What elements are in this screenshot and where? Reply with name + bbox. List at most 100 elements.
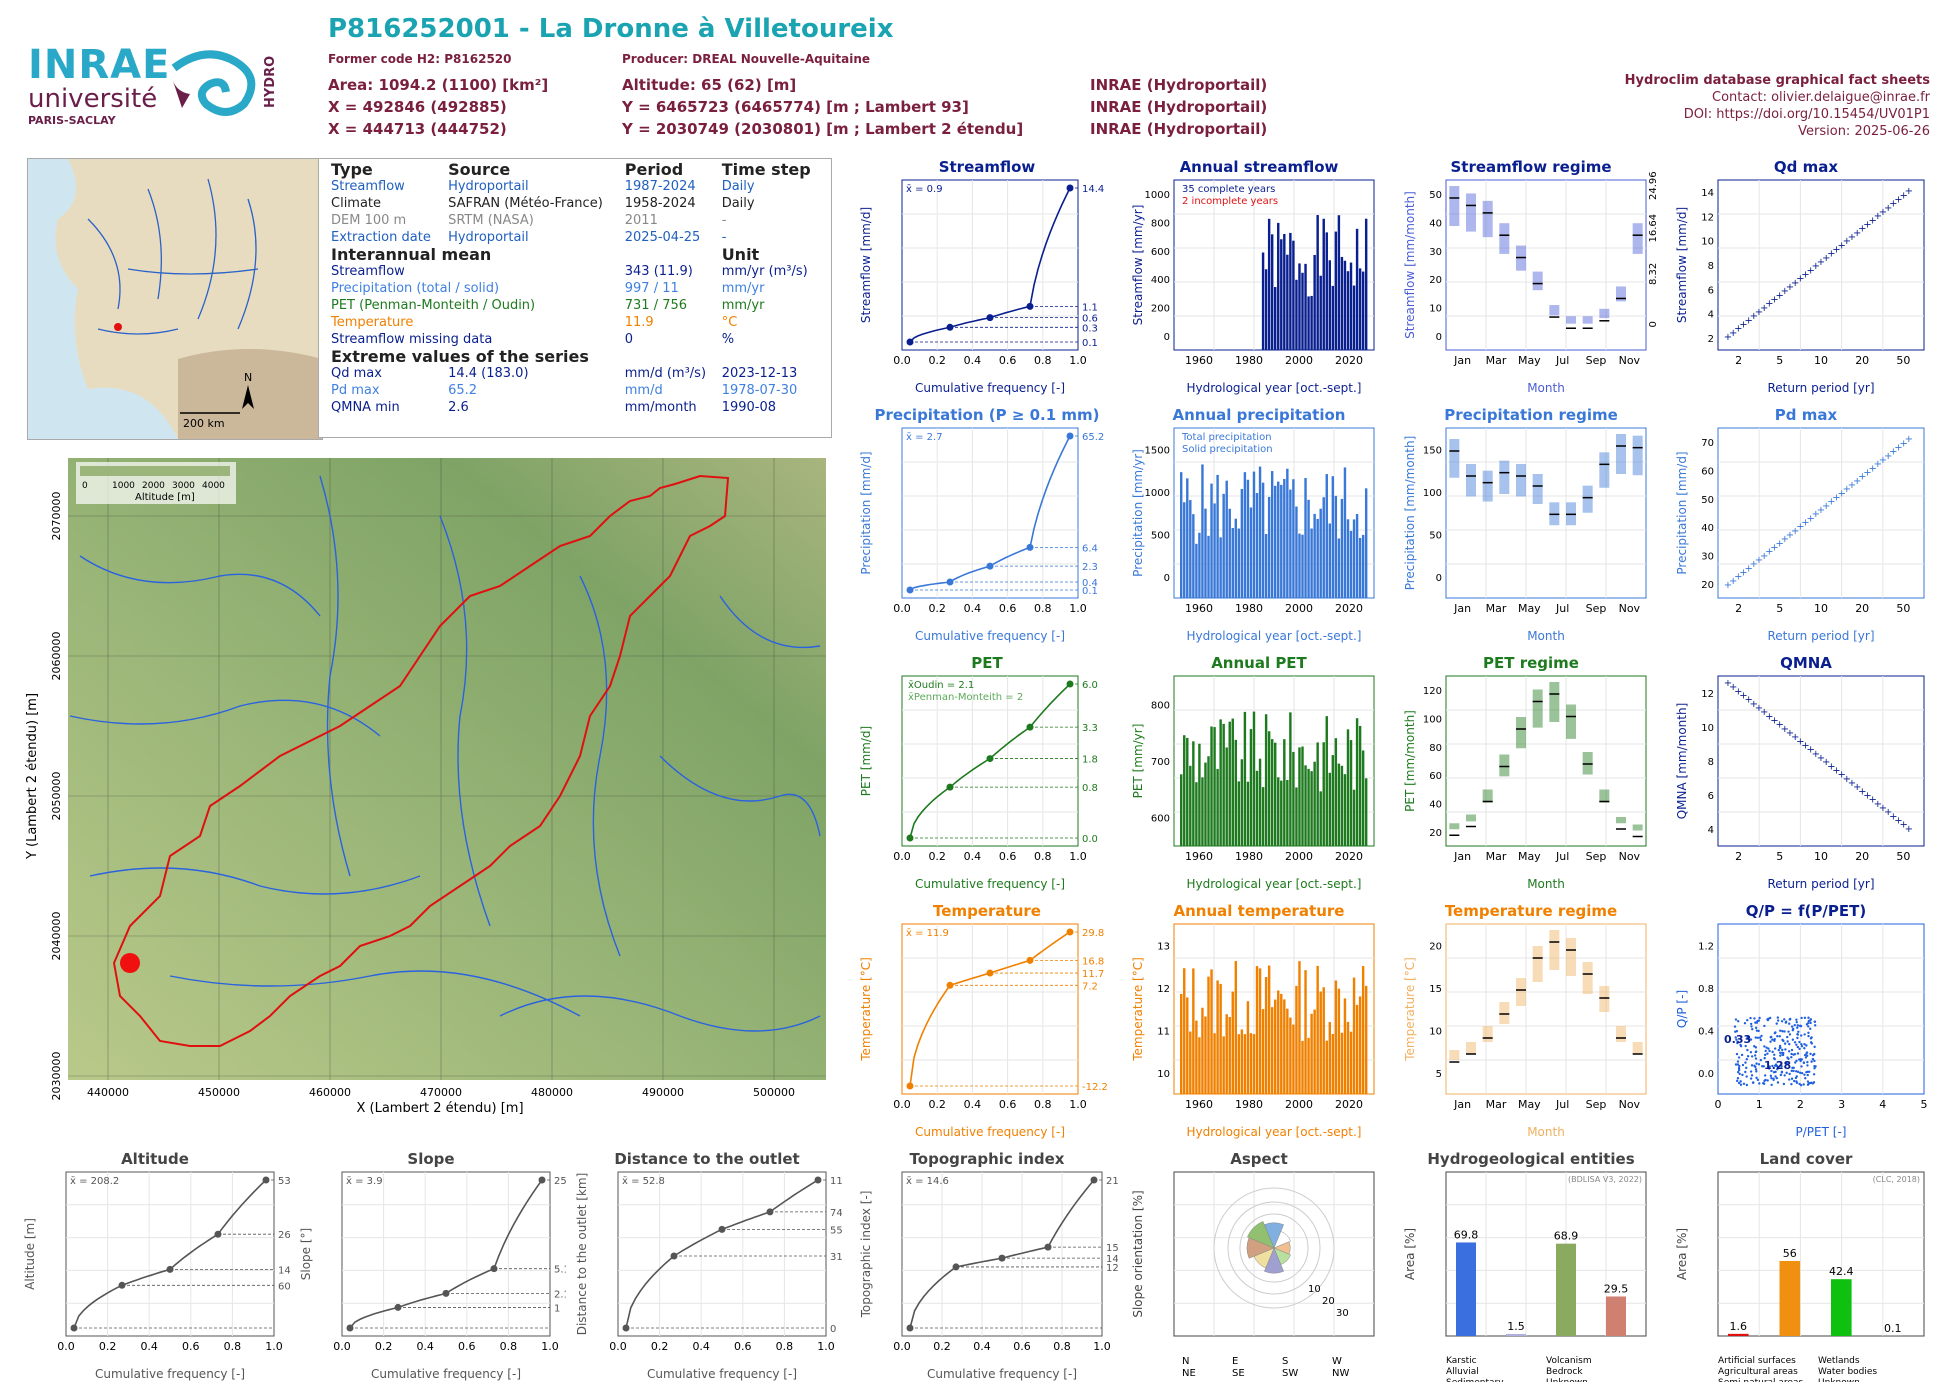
annual-bar — [1249, 1033, 1253, 1094]
scatter-point: + — [1858, 224, 1866, 235]
x-tick-label: 0.2 — [375, 1340, 393, 1353]
regime-box — [1599, 452, 1610, 488]
scatter-point — [1804, 1077, 1807, 1080]
x-tick-label: 1980 — [1235, 354, 1263, 367]
plot-frame — [901, 179, 1079, 351]
annual-bar — [1340, 765, 1344, 846]
annual-bar — [1325, 232, 1328, 350]
annual-bar — [1180, 472, 1183, 598]
scatter-point: + — [1744, 563, 1752, 574]
cell: Hydroportail — [448, 230, 529, 245]
right-tick-label: 55 — [830, 1225, 842, 1236]
chart-panel-18: Distance to the outlet Cumulative frequen… — [572, 1148, 849, 1382]
scatter-point — [1753, 1064, 1756, 1068]
plot-frame — [1445, 923, 1647, 1095]
scatter-point: + — [1755, 555, 1763, 566]
scatter-point — [1773, 1064, 1777, 1067]
scatter-point: + — [1858, 786, 1866, 797]
annual-bar — [1277, 481, 1280, 598]
scatter-point — [1788, 1033, 1792, 1036]
y-tick-label: 100 — [1423, 715, 1442, 726]
chart-svg: Temperature regime Month Temperature [°C] J… — [1403, 902, 1647, 1139]
annual-bar — [1331, 285, 1335, 350]
scatter-point — [1790, 1048, 1794, 1052]
scatter-point — [1785, 1071, 1788, 1075]
x-tick-label: 5 — [1776, 602, 1783, 615]
river-path — [169, 970, 581, 1017]
right-tick-label: 6.0 — [1082, 680, 1098, 691]
map-legend-tick: 1000 — [112, 481, 135, 491]
scatter-point: + — [1863, 791, 1871, 802]
scatter-point — [1766, 1079, 1769, 1082]
scatter-point — [1812, 1081, 1816, 1084]
scatter-point — [1806, 1083, 1810, 1086]
annual-bar — [1331, 755, 1335, 846]
x-axis-label: Hydrological year [oct.-sept.] — [1187, 877, 1362, 891]
scatter-point — [1776, 1016, 1780, 1019]
regime-box — [1599, 986, 1610, 1012]
scatter-point — [1779, 1029, 1782, 1032]
x-tick-label: Jan — [1453, 850, 1471, 863]
chart-title: Streamflow regime — [1450, 158, 1611, 176]
annual-bar — [1234, 518, 1238, 598]
legend-entry: Sedimentary — [1446, 1378, 1504, 1382]
x-tick-label: 0.0 — [893, 850, 911, 863]
right-tick-label: 0.4 — [1082, 578, 1098, 589]
scatter-point: + — [1884, 451, 1892, 462]
annual-bar — [1231, 718, 1234, 846]
x-tick-label: 0.0 — [893, 1340, 911, 1353]
regime-box — [1532, 689, 1543, 728]
scatter-point — [1738, 1064, 1741, 1068]
scatter-point — [1780, 1070, 1784, 1074]
scatter-point — [1758, 1036, 1762, 1039]
regime-box — [1616, 286, 1626, 302]
right-tick-label: 21 — [1106, 1176, 1118, 1187]
scatter-point — [1767, 1047, 1770, 1050]
scatter-point — [1813, 1024, 1817, 1027]
scatter-point — [1781, 1051, 1784, 1054]
scatter-point — [1753, 1045, 1756, 1048]
area-bar — [1606, 1296, 1626, 1336]
scatter-point — [1799, 1024, 1802, 1028]
coord-x93: X = 492846 (492885) — [328, 98, 507, 116]
scatter-point — [1790, 1082, 1793, 1086]
annual-bar — [1286, 779, 1289, 846]
scatter-point: + — [1832, 493, 1840, 504]
chart-panel-20: Aspect Slope orientation [%] 10 20 30 N E S W NE S… — [1128, 1148, 1390, 1382]
x-tick-label: 2 — [1735, 354, 1742, 367]
x-tick-label: 0.4 — [964, 1098, 982, 1111]
regime-box — [1616, 434, 1626, 474]
y-tick-label: 10 — [1701, 237, 1714, 248]
annual-bar — [1189, 500, 1192, 598]
legend-entry: SE — [1232, 1368, 1245, 1379]
right-tick-label: 269 — [278, 1230, 290, 1241]
annual-bar — [1340, 1032, 1344, 1094]
y-tick-label: 20 — [1429, 941, 1442, 952]
scatter-point — [1796, 1045, 1800, 1049]
x-tick-label: 0.6 — [182, 1340, 200, 1353]
chart-svg: Streamflow regime Month Streamflow [mm/mon… — [1403, 158, 1659, 395]
x-tick-label: 0.0 — [57, 1340, 75, 1353]
scatter-point: + — [1801, 741, 1809, 752]
regime-box — [1516, 717, 1526, 749]
chart-panel-2: Streamflow regime Month Streamflow [mm/mon… — [1400, 156, 1662, 396]
regime-box — [1532, 271, 1543, 291]
h-step: Time step — [721, 160, 811, 179]
annual-bar — [1355, 228, 1359, 350]
scatter-point — [1753, 1054, 1757, 1057]
scatter-point — [1741, 1073, 1744, 1077]
x-tick-label: Jul — [1555, 602, 1569, 615]
x-tick-label: 1.0 — [817, 1340, 835, 1353]
area: Area: 1094.2 (1100) [km²] — [328, 76, 549, 94]
annual-bar — [1261, 252, 1265, 350]
paris-saclay-text: PARIS-SACLAY — [28, 114, 116, 127]
chart-title: Pd max — [1775, 406, 1838, 424]
annual-bar — [1231, 991, 1234, 1094]
regime-box — [1516, 978, 1526, 1006]
scatter-point: + — [1781, 286, 1789, 297]
scatter-point — [1764, 1053, 1767, 1057]
annual-bar — [1225, 480, 1228, 598]
scatter-point — [1793, 1041, 1797, 1044]
scatter-point — [1740, 1053, 1744, 1057]
x-tick-label: 0.8 — [1034, 602, 1052, 615]
